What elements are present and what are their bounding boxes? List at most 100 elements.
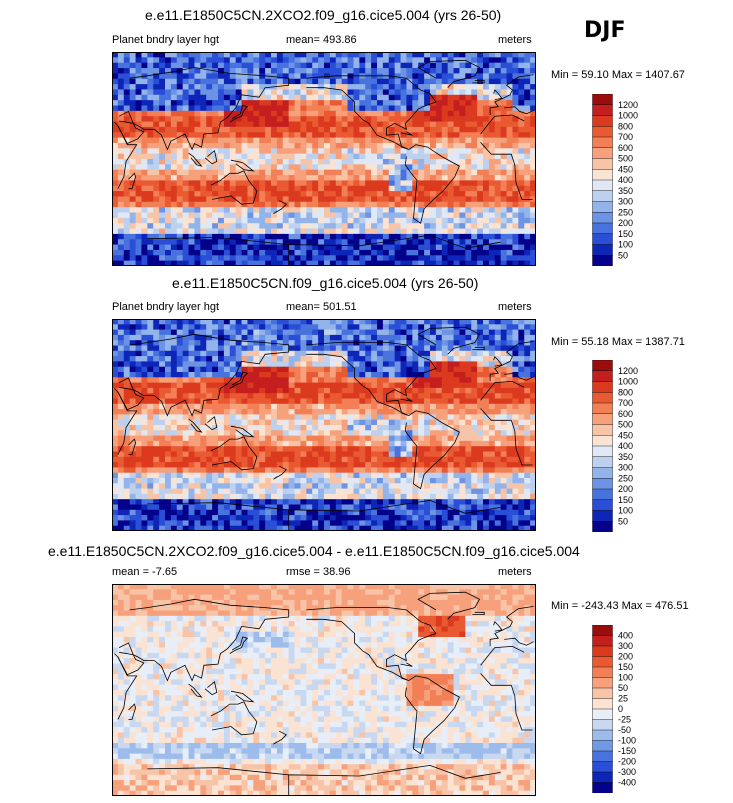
map-cell (159, 105, 166, 112)
map-cell (494, 94, 502, 101)
map-cell (182, 334, 190, 341)
map-cell (306, 142, 313, 149)
map-cell (488, 446, 496, 453)
map-cell (347, 430, 355, 437)
map-cell (430, 207, 437, 214)
map-cell (141, 239, 148, 246)
map-cell (400, 372, 408, 378)
map-cell (194, 148, 201, 155)
map-cell (483, 164, 490, 171)
map-cell (218, 393, 225, 400)
map-cell (182, 456, 190, 463)
map-cell (400, 382, 408, 389)
map-cell (117, 377, 125, 384)
map-cell (382, 57, 390, 64)
map-cell (377, 414, 384, 421)
map-cell (447, 456, 455, 463)
map-cell (129, 249, 137, 256)
map-cell (435, 228, 443, 235)
map-cell (312, 419, 319, 426)
map-cell (159, 340, 166, 347)
map-cell (477, 110, 484, 117)
map-cell (288, 345, 296, 352)
map-cell (377, 175, 384, 181)
map-cell (282, 324, 290, 331)
map-cell (394, 196, 402, 203)
map-cell (188, 207, 196, 214)
map-cell (165, 249, 172, 256)
map-cell (418, 340, 425, 347)
map-cell (170, 201, 178, 208)
map-cell (365, 393, 372, 400)
map-cell (500, 440, 508, 447)
map-cell (530, 116, 536, 123)
map-cell (424, 164, 431, 171)
map-cell (394, 169, 402, 176)
map-cell (265, 334, 272, 341)
map-cell (300, 435, 307, 442)
map-cell (141, 462, 148, 468)
map-cell (200, 84, 207, 91)
map-cell (300, 89, 307, 96)
map-cell (200, 440, 207, 447)
map-cell (229, 319, 237, 325)
map-cell (424, 382, 431, 389)
map-cell (447, 403, 455, 410)
map-cell (424, 121, 431, 128)
map-cell (400, 110, 408, 117)
map-cell (312, 393, 319, 400)
map-cell (371, 350, 378, 357)
map-cell (488, 393, 496, 400)
map-cell (365, 191, 372, 198)
map-cell (471, 132, 478, 139)
map-cell (512, 356, 519, 362)
map-cell (388, 393, 396, 400)
map-cell (300, 430, 307, 437)
map-cell (441, 191, 449, 198)
map-cell (147, 94, 154, 101)
map-cell (300, 175, 307, 181)
map-cell (382, 462, 390, 468)
map-cell (271, 169, 278, 176)
map-cell (506, 78, 514, 85)
map-cell (329, 110, 337, 117)
map-cell (212, 372, 219, 378)
map-cell (382, 100, 390, 107)
map-cell (170, 191, 178, 198)
map-cell (241, 329, 249, 336)
map-cell (206, 164, 213, 171)
map-cell (318, 350, 325, 357)
map-cell (335, 361, 343, 368)
map-cell (141, 324, 148, 331)
map-cell (518, 398, 525, 405)
map-cell (483, 255, 490, 262)
map-cell (253, 425, 260, 431)
map-cell (223, 159, 231, 165)
map-cell (500, 372, 508, 378)
map-cell (229, 462, 237, 468)
map-cell (388, 185, 396, 192)
map-cell (141, 159, 148, 165)
map-cell (288, 260, 296, 266)
map-cell (229, 387, 237, 394)
map-cell (318, 191, 325, 198)
map-cell (112, 462, 119, 468)
map-cell (159, 356, 166, 362)
map-cell (418, 201, 425, 208)
map-cell (441, 414, 449, 421)
map-cell (223, 340, 231, 347)
map-cell (471, 361, 478, 368)
map-cell (159, 132, 166, 139)
map-cell (453, 89, 461, 96)
map-cell (424, 217, 431, 224)
map-cell (418, 387, 425, 394)
map-cell (141, 393, 148, 400)
map-cell (312, 137, 319, 144)
map-cell (223, 350, 231, 357)
map-cell (353, 451, 360, 458)
coastline (229, 105, 249, 123)
map-cell (488, 435, 496, 442)
map-cell (194, 94, 201, 101)
map-cell (253, 164, 260, 171)
map-cell (524, 387, 531, 394)
